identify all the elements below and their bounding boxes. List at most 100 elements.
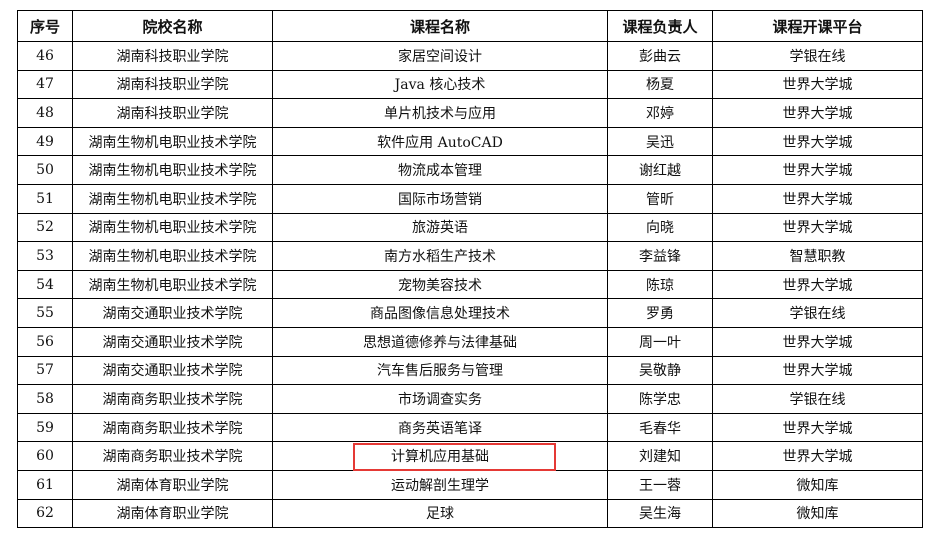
school-cell: 湖南体育职业学院 bbox=[72, 469, 273, 500]
table-row: 48 湖南科技职业学院 单片机技术与应用 邓婷 世界大学城 bbox=[17, 98, 923, 128]
index-cell: 60 bbox=[17, 441, 73, 471]
course-cell: 家居空间设计 bbox=[272, 41, 608, 71]
course-cell: 计算机应用基础 bbox=[272, 441, 608, 471]
table-row: 62 湖南体育职业学院 足球 吴生海 微知库 bbox=[17, 498, 923, 529]
school-cell: 湖南交通职业技术学院 bbox=[72, 326, 273, 357]
course-cell: 单片机技术与应用 bbox=[272, 98, 608, 128]
table-row: 55 湖南交通职业技术学院 商品图像信息处理技术 罗勇 学银在线 bbox=[17, 298, 923, 328]
school-cell: 湖南商务职业技术学院 bbox=[72, 412, 273, 443]
index-cell: 48 bbox=[17, 98, 73, 128]
course-cell: 足球 bbox=[272, 498, 608, 529]
instructor-cell: 杨夏 bbox=[607, 69, 713, 100]
course-cell: 物流成本管理 bbox=[272, 155, 608, 185]
instructor-cell: 刘建知 bbox=[607, 441, 713, 471]
platform-cell: 世界大学城 bbox=[712, 212, 923, 243]
platform-cell: 世界大学城 bbox=[712, 355, 923, 386]
instructor-cell: 吴生海 bbox=[607, 498, 713, 529]
platform-cell: 世界大学城 bbox=[712, 98, 923, 128]
index-cell: 50 bbox=[17, 155, 73, 185]
instructor-cell: 吴迅 bbox=[607, 126, 713, 157]
course-cell: Java 核心技术 bbox=[272, 69, 608, 100]
school-cell: 湖南生物机电职业技术学院 bbox=[72, 155, 273, 185]
course-cell: 软件应用 AutoCAD bbox=[272, 126, 608, 157]
index-cell: 61 bbox=[17, 469, 73, 500]
school-cell: 湖南交通职业技术学院 bbox=[72, 298, 273, 328]
instructor-cell: 邓婷 bbox=[607, 98, 713, 128]
course-cell: 南方水稻生产技术 bbox=[272, 241, 608, 271]
instructor-cell: 王一蓉 bbox=[607, 469, 713, 500]
instructor-cell: 彭曲云 bbox=[607, 41, 713, 71]
index-cell: 46 bbox=[17, 41, 73, 71]
course-table: 序号 院校名称 课程名称 课程负责人 课程开课平台 46 湖南科技职业学院 家居空间设计 彭曲… bbox=[17, 10, 923, 529]
index-cell: 57 bbox=[17, 355, 73, 386]
platform-cell: 微知库 bbox=[712, 498, 923, 529]
table-row: 50 湖南生物机电职业技术学院 物流成本管理 谢红越 世界大学城 bbox=[17, 155, 923, 185]
course-cell: 商务英语笔译 bbox=[272, 412, 608, 443]
school-cell: 湖南生物机电职业技术学院 bbox=[72, 183, 273, 214]
table-row: 52 湖南生物机电职业技术学院 旅游英语 向晓 世界大学城 bbox=[17, 212, 923, 243]
platform-cell: 世界大学城 bbox=[712, 126, 923, 157]
course-cell: 商品图像信息处理技术 bbox=[272, 298, 608, 328]
table-row: 61 湖南体育职业学院 运动解剖生理学 王一蓉 微知库 bbox=[17, 469, 923, 500]
table-row: 53 湖南生物机电职业技术学院 南方水稻生产技术 李益锋 智慧职教 bbox=[17, 241, 923, 271]
index-cell: 59 bbox=[17, 412, 73, 443]
header-instructor: 课程负责人 bbox=[607, 10, 713, 42]
school-cell: 湖南商务职业技术学院 bbox=[72, 441, 273, 471]
platform-cell: 世界大学城 bbox=[712, 326, 923, 357]
instructor-cell: 李益锋 bbox=[607, 241, 713, 271]
course-cell: 旅游英语 bbox=[272, 212, 608, 243]
school-cell: 湖南交通职业技术学院 bbox=[72, 355, 273, 386]
table-row: 51 湖南生物机电职业技术学院 国际市场营销 管昕 世界大学城 bbox=[17, 183, 923, 214]
index-cell: 47 bbox=[17, 69, 73, 100]
course-cell: 市场调查实务 bbox=[272, 384, 608, 414]
table-row: 56 湖南交通职业技术学院 思想道德修养与法律基础 周一叶 世界大学城 bbox=[17, 326, 923, 357]
platform-cell: 学银在线 bbox=[712, 384, 923, 414]
header-school: 院校名称 bbox=[72, 10, 273, 42]
table-row: 46 湖南科技职业学院 家居空间设计 彭曲云 学银在线 bbox=[17, 41, 923, 71]
school-cell: 湖南体育职业学院 bbox=[72, 498, 273, 529]
index-cell: 49 bbox=[17, 126, 73, 157]
table-row: 60 湖南商务职业技术学院 计算机应用基础 刘建知 世界大学城 bbox=[17, 441, 923, 471]
index-cell: 51 bbox=[17, 183, 73, 214]
platform-cell: 世界大学城 bbox=[712, 69, 923, 100]
instructor-cell: 向晓 bbox=[607, 212, 713, 243]
course-cell: 运动解剖生理学 bbox=[272, 469, 608, 500]
instructor-cell: 罗勇 bbox=[607, 298, 713, 328]
instructor-cell: 毛春华 bbox=[607, 412, 713, 443]
index-cell: 54 bbox=[17, 269, 73, 300]
instructor-cell: 谢红越 bbox=[607, 155, 713, 185]
index-cell: 52 bbox=[17, 212, 73, 243]
school-cell: 湖南生物机电职业技术学院 bbox=[72, 126, 273, 157]
index-cell: 62 bbox=[17, 498, 73, 529]
header-platform: 课程开课平台 bbox=[712, 10, 923, 42]
table-row: 59 湖南商务职业技术学院 商务英语笔译 毛春华 世界大学城 bbox=[17, 412, 923, 443]
index-cell: 56 bbox=[17, 326, 73, 357]
table-row: 54 湖南生物机电职业技术学院 宠物美容技术 陈琼 世界大学城 bbox=[17, 269, 923, 300]
header-row: 序号 院校名称 课程名称 课程负责人 课程开课平台 bbox=[17, 10, 923, 42]
platform-cell: 世界大学城 bbox=[712, 155, 923, 185]
table-row: 49 湖南生物机电职业技术学院 软件应用 AutoCAD 吴迅 世界大学城 bbox=[17, 126, 923, 157]
course-cell: 国际市场营销 bbox=[272, 183, 608, 214]
school-cell: 湖南科技职业学院 bbox=[72, 98, 273, 128]
school-cell: 湖南科技职业学院 bbox=[72, 69, 273, 100]
course-cell: 汽车售后服务与管理 bbox=[272, 355, 608, 386]
index-cell: 53 bbox=[17, 241, 73, 271]
platform-cell: 学银在线 bbox=[712, 298, 923, 328]
platform-cell: 智慧职教 bbox=[712, 241, 923, 271]
school-cell: 湖南科技职业学院 bbox=[72, 41, 273, 71]
table-row: 47 湖南科技职业学院 Java 核心技术 杨夏 世界大学城 bbox=[17, 69, 923, 100]
school-cell: 湖南生物机电职业技术学院 bbox=[72, 212, 273, 243]
platform-cell: 微知库 bbox=[712, 469, 923, 500]
instructor-cell: 周一叶 bbox=[607, 326, 713, 357]
school-cell: 湖南生物机电职业技术学院 bbox=[72, 241, 273, 271]
platform-cell: 学银在线 bbox=[712, 41, 923, 71]
platform-cell: 世界大学城 bbox=[712, 269, 923, 300]
header-course: 课程名称 bbox=[272, 10, 608, 42]
school-cell: 湖南商务职业技术学院 bbox=[72, 384, 273, 414]
instructor-cell: 吴敬静 bbox=[607, 355, 713, 386]
course-cell: 思想道德修养与法律基础 bbox=[272, 326, 608, 357]
platform-cell: 世界大学城 bbox=[712, 412, 923, 443]
instructor-cell: 陈琼 bbox=[607, 269, 713, 300]
instructor-cell: 陈学忠 bbox=[607, 384, 713, 414]
highlight-box bbox=[353, 443, 556, 471]
